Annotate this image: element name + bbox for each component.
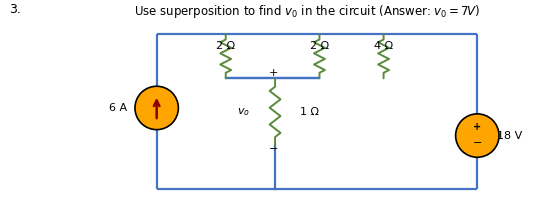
Text: 2 Ω: 2 Ω [216,41,235,51]
Text: −: − [473,138,482,148]
Text: −: − [268,144,278,154]
Circle shape [135,86,178,130]
Text: 2 Ω: 2 Ω [310,41,329,51]
Text: 6 A: 6 A [109,103,127,113]
Text: +: + [473,122,481,132]
Circle shape [456,114,499,157]
Text: +: + [268,68,278,78]
Text: 18 V: 18 V [497,131,522,141]
Text: 4 Ω: 4 Ω [374,41,393,51]
Text: 3.: 3. [10,4,21,16]
Text: Use superposition to find $v_0$ in the circuit (Answer: $v_0 = 7V$): Use superposition to find $v_0$ in the c… [134,4,480,20]
Text: 1 Ω: 1 Ω [300,107,319,117]
Text: $v_o$: $v_o$ [238,106,250,118]
